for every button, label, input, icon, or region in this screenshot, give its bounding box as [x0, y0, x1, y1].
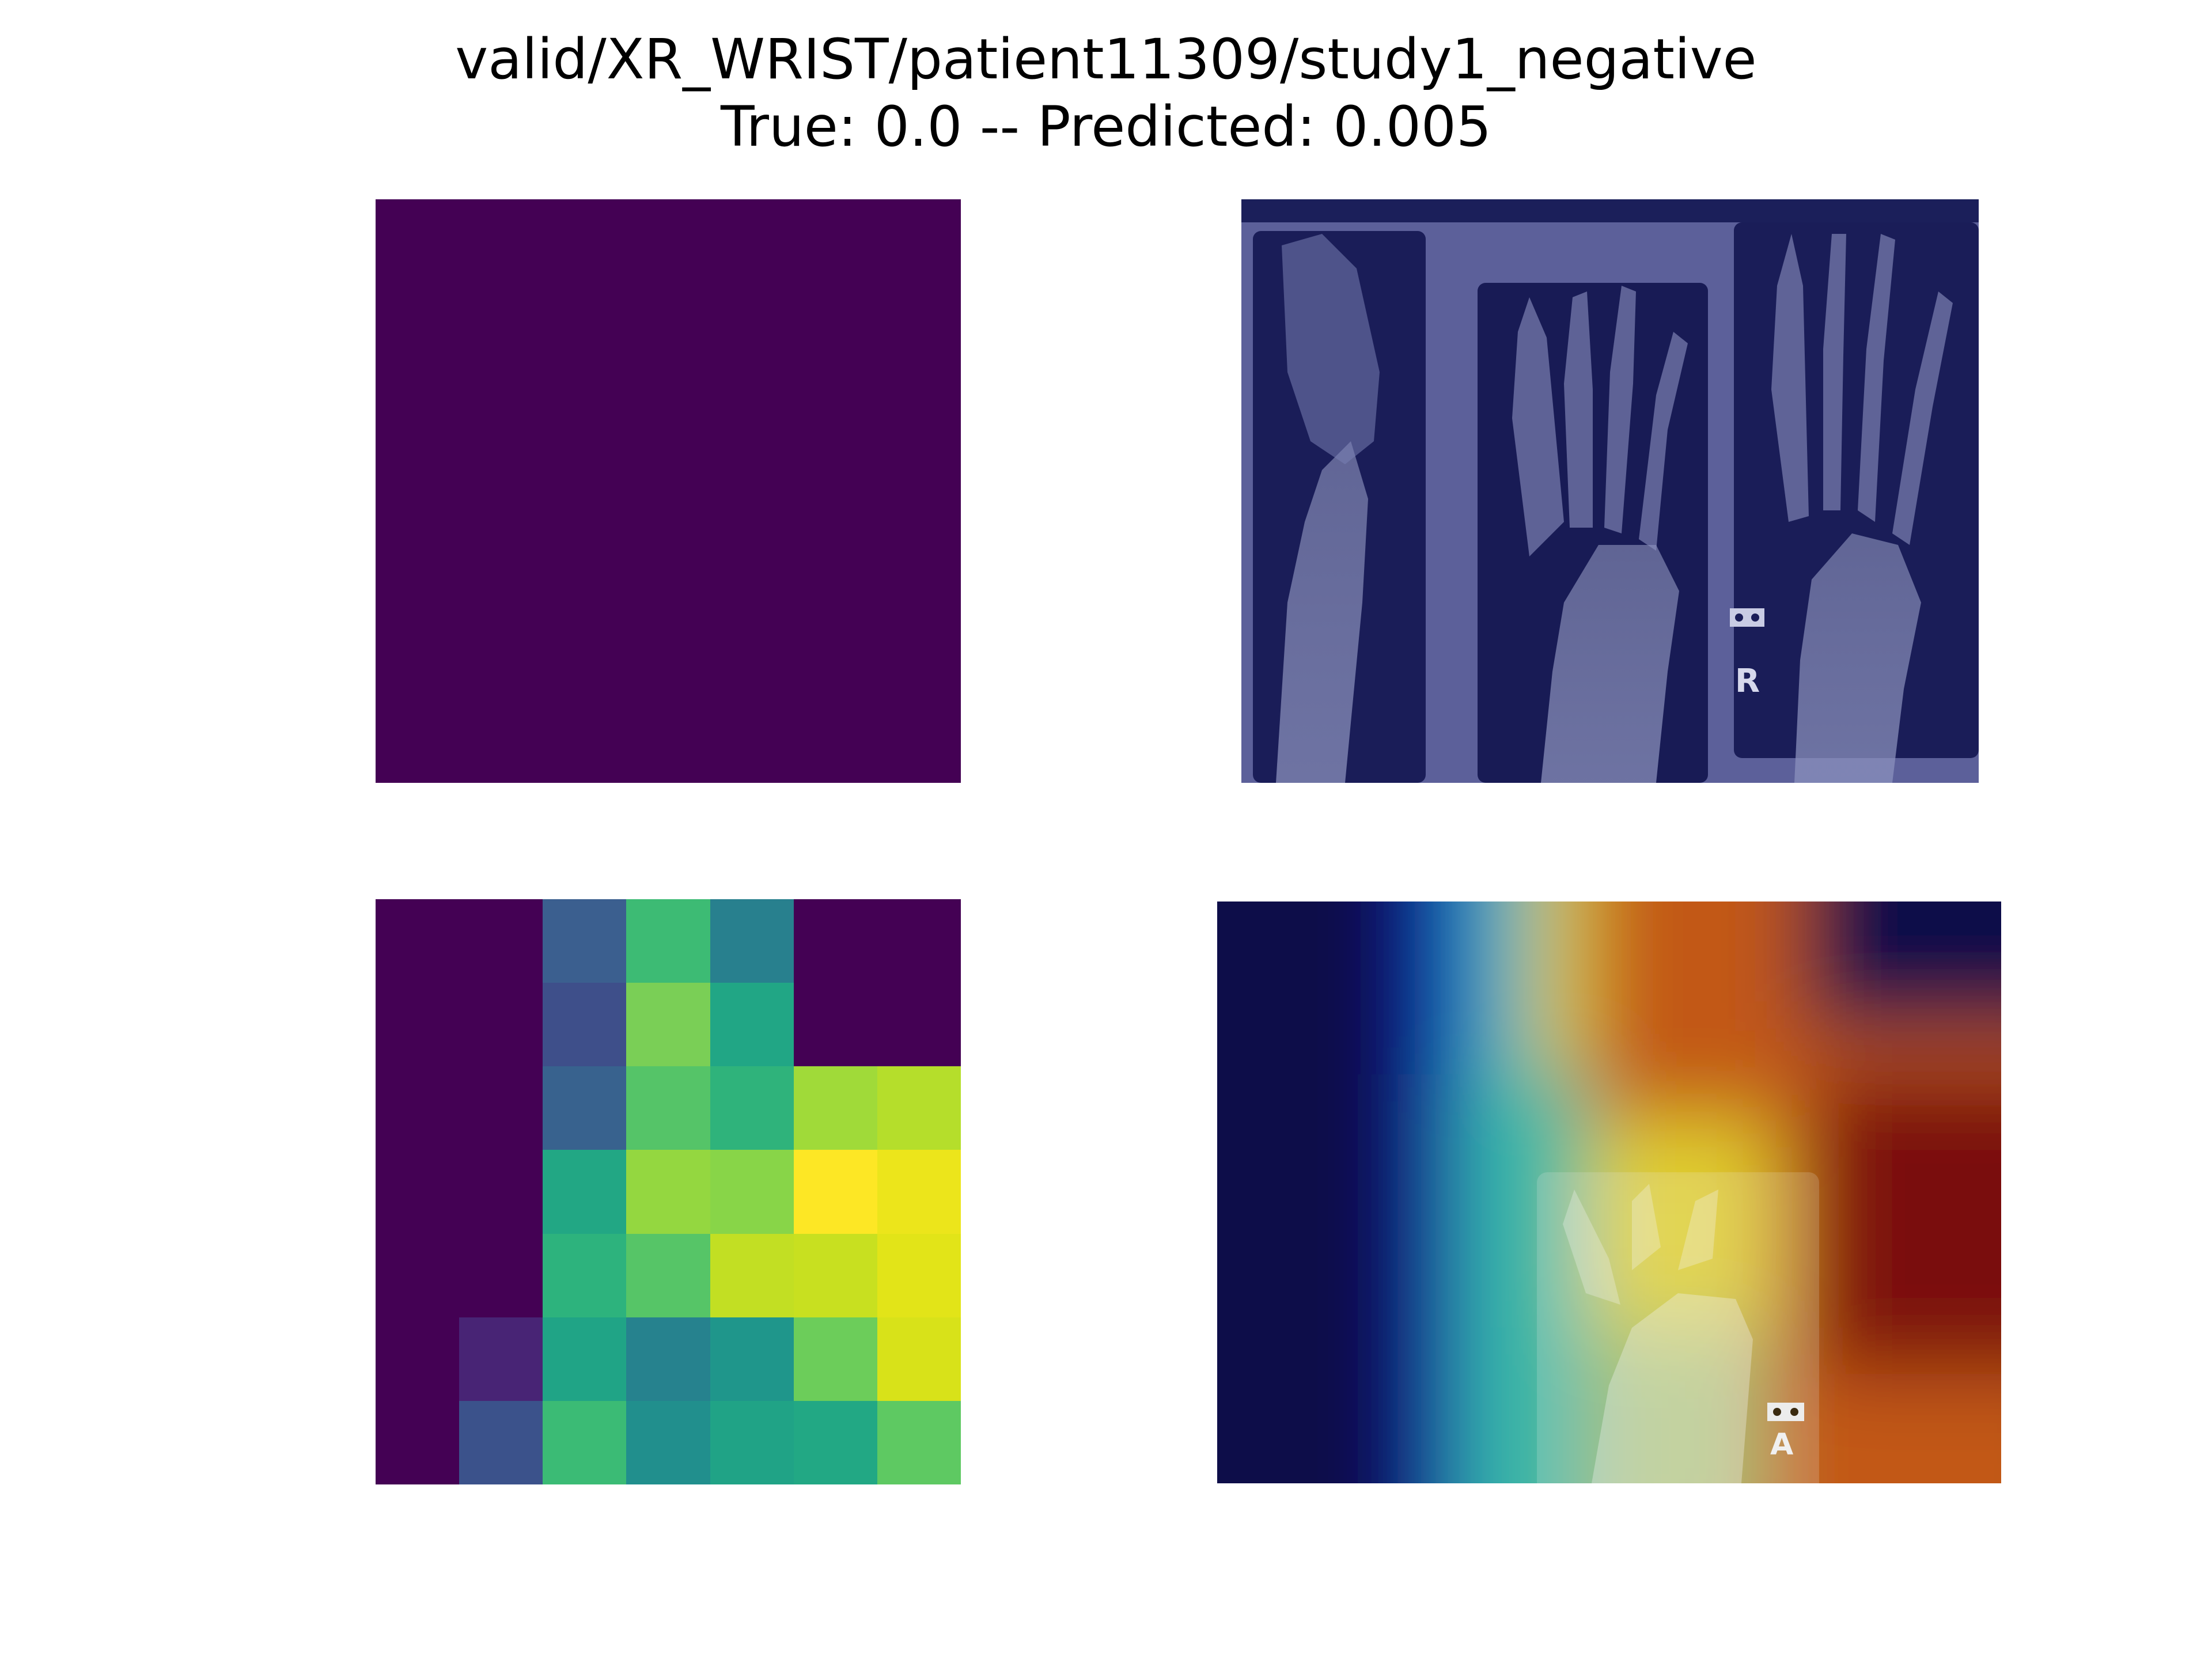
blank-heatmap-panel	[376, 199, 961, 783]
heatmap-cell	[710, 983, 794, 1067]
heatmap-cell	[459, 1150, 543, 1234]
heatmap-cell	[543, 1233, 627, 1317]
heatmap-cell	[793, 983, 877, 1067]
heatmap-cell	[543, 983, 627, 1067]
heatmap-cell	[543, 1317, 627, 1401]
heatmap-overlay-image: A	[1217, 902, 2001, 1483]
heatmap-cell	[459, 899, 543, 983]
heatmap-cell	[543, 1066, 627, 1150]
heatmap-cell	[793, 899, 877, 983]
heatmap-cell	[376, 1233, 460, 1317]
heatmap-cell	[877, 983, 961, 1067]
heatmap-cell	[793, 1233, 877, 1317]
heatmap-cell	[710, 1233, 794, 1317]
heatmap-cell	[710, 1150, 794, 1234]
heatmap-cell	[626, 1233, 710, 1317]
overlay-marker-letter: A	[1770, 1427, 1793, 1462]
heatmap-overlay-panel: A	[1217, 902, 2001, 1483]
heatmap-cell	[376, 1400, 460, 1484]
heatmap-cell	[710, 899, 794, 983]
heatmap-cell	[626, 1150, 710, 1234]
heatmap-cell	[793, 1150, 877, 1234]
heatmap-cell	[459, 1400, 543, 1484]
figure-title-line-2: True: 0.0 -- Predicted: 0.005	[720, 94, 1492, 159]
heatmap-cell	[877, 1150, 961, 1234]
heatmap-cell	[710, 1066, 794, 1150]
heatmap-cell	[459, 1317, 543, 1401]
heatmap-cell	[376, 899, 460, 983]
heatmap-cell	[626, 983, 710, 1067]
heatmap-cell	[626, 1400, 710, 1484]
heatmap-cell	[459, 1066, 543, 1150]
heatmap-cell	[877, 1066, 961, 1150]
activation-heatmap-grid	[376, 899, 961, 1484]
heatmap-cell	[793, 1066, 877, 1150]
heatmap-cell	[877, 1317, 961, 1401]
heatmap-cell	[543, 1150, 627, 1234]
heatmap-cell	[376, 1150, 460, 1234]
activation-heatmap-panel	[376, 899, 961, 1484]
xray-tinted-image: R	[1241, 199, 1979, 783]
heatmap-cell	[543, 1400, 627, 1484]
heatmap-cell	[543, 899, 627, 983]
heatmap-cell	[626, 1317, 710, 1401]
heatmap-cell	[710, 1317, 794, 1401]
xray-marker-letter: R	[1735, 662, 1760, 700]
heatmap-cell	[459, 983, 543, 1067]
heatmap-cell	[793, 1317, 877, 1401]
heatmap-cell	[793, 1400, 877, 1484]
heatmap-cell	[626, 899, 710, 983]
xray-tinted-panel: R	[1241, 199, 1979, 783]
heatmap-cell	[459, 1233, 543, 1317]
heatmap-cell	[710, 1400, 794, 1484]
heatmap-cell	[626, 1066, 710, 1150]
heatmap-cell	[877, 899, 961, 983]
figure-title-line-1: valid/XR_WRIST/patient11309/study1_negat…	[455, 27, 1757, 92]
heatmap-cell	[877, 1400, 961, 1484]
heatmap-cell	[376, 1317, 460, 1401]
heatmap-cell	[376, 1066, 460, 1150]
heatmap-cell	[877, 1233, 961, 1317]
heatmap-cell	[376, 983, 460, 1067]
